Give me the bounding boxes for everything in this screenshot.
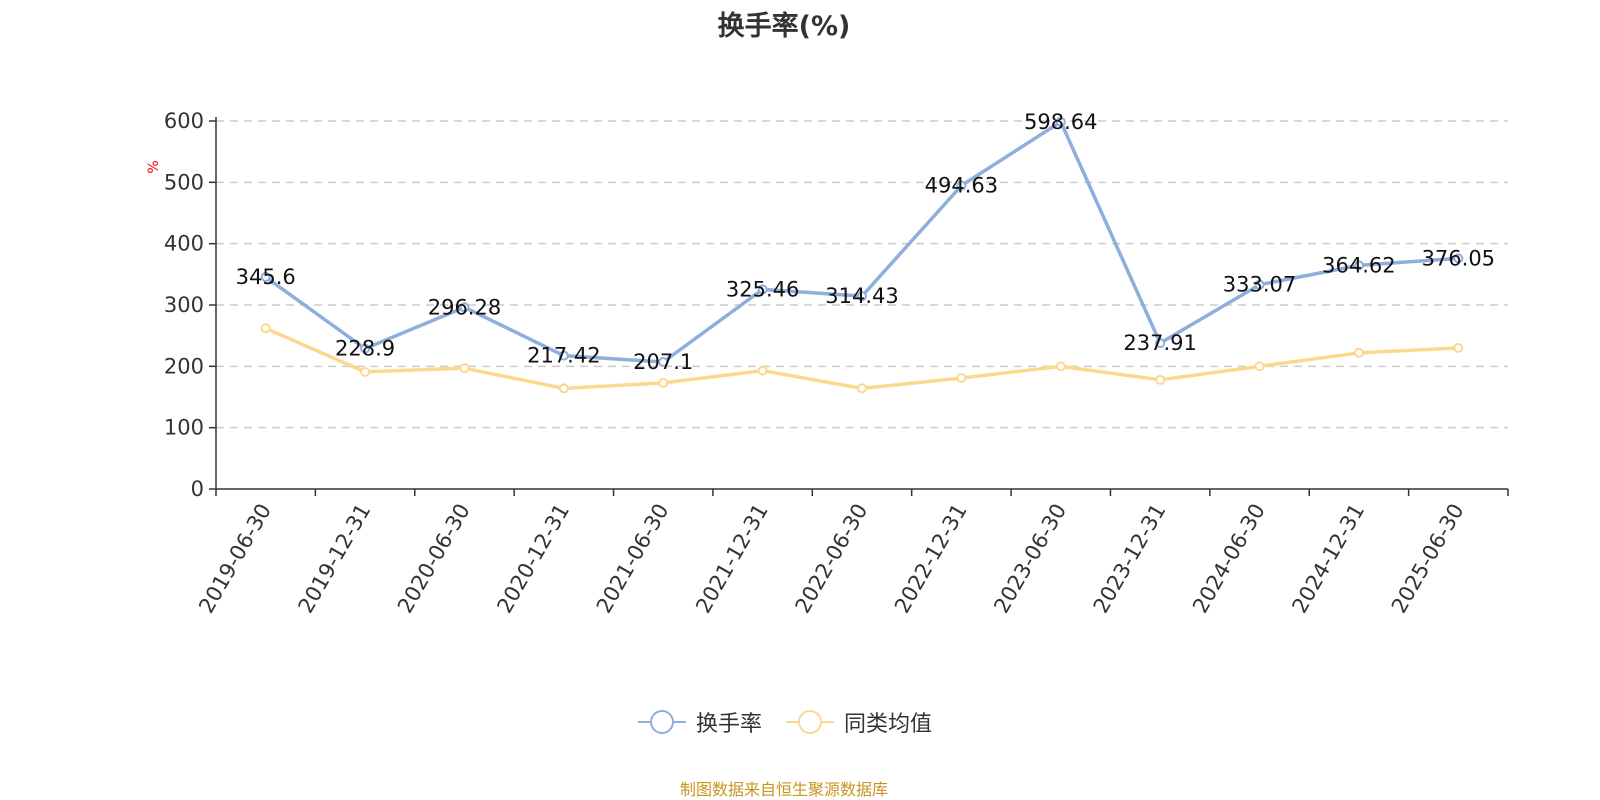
data-point [857,291,867,302]
x-tick-label: 2023-12-31 [1089,500,1171,618]
data-label: 364.62 [1322,253,1395,277]
chart-title: 换手率(%) [717,11,851,42]
data-point [1055,116,1066,127]
y-tick-label: 400 [164,232,204,256]
data-point [1155,338,1166,349]
x-tick-label: 2023-06-30 [989,500,1071,618]
data-point [260,323,271,334]
x-tick-label: 2021-06-30 [592,500,674,618]
x-tick-label: 2020-12-31 [492,500,574,618]
data-point [360,343,371,354]
data-label: 207.1 [633,350,693,374]
data-point [558,350,569,361]
series-line-1 [264,326,1459,391]
data-label: 376.05 [1422,246,1495,270]
y-tick-label: 300 [164,293,204,317]
x-tick-label: 2022-06-30 [791,500,873,618]
source-note: 制图数据来自恒生聚源数据库 [679,780,888,799]
data-point [658,377,669,388]
legend[interactable]: 换手率 同类均值 [0,706,1568,738]
data-label: 325.46 [726,277,799,301]
data-labels-layer: 345.6 228.9 296.28 217.42 207.1 325.46 314.43 4… [236,110,1495,374]
data-point [757,284,768,295]
data-label: 228.9 [335,337,395,361]
legend-marker [786,710,834,734]
legend-marker [637,710,686,734]
data-point [1254,279,1265,290]
data-point [857,383,867,394]
x-tick-label: 2020-06-30 [393,500,475,618]
x-tick-label: 2019-12-31 [294,500,376,618]
legend-label: 同类均值 [844,712,933,737]
series-layer [260,116,1464,394]
data-label: 494.63 [925,174,998,198]
data-point [658,356,669,367]
series-line-0 [264,120,1459,364]
x-tick-label: 2025-06-30 [1387,500,1469,618]
data-label: 598.64 [1024,110,1097,134]
legend-label: 换手率 [695,712,762,737]
data-label: 217.42 [527,344,600,368]
data-point [1155,374,1166,385]
y-tick-label: 500 [164,170,204,194]
x-tick-label: 2021-12-31 [691,500,773,618]
data-point [260,272,271,283]
data-point [459,302,470,313]
y-tick-label: 100 [164,416,204,440]
data-label: 296.28 [428,295,501,319]
grid-lines [216,120,1508,429]
data-label: 333.07 [1223,273,1296,297]
data-label: 345.6 [236,265,296,289]
y-axis-ticks: 0 100 200 300 400 500 600 [164,109,216,501]
legend-item-0[interactable]: 换手率 [636,706,762,738]
data-label: 237.91 [1123,331,1196,355]
data-label: 314.43 [825,284,898,308]
y-tick-label: 0 [191,477,204,501]
x-tick-label: 2022-12-31 [890,500,972,618]
data-point [956,180,967,191]
legend-item-1[interactable]: 同类均值 [784,706,932,738]
data-point [558,383,569,394]
data-point [757,365,768,376]
y-axis-unit-label: % [146,160,162,173]
data-point [1055,361,1066,372]
x-tick-label: 2024-06-30 [1188,500,1270,618]
data-point [1353,347,1364,358]
data-point [360,366,371,377]
y-tick-label: 200 [164,354,204,378]
x-tick-label: 2024-12-31 [1287,500,1369,618]
data-point [1453,342,1464,353]
data-point [1453,253,1464,264]
x-tick-label: 2019-06-30 [194,500,276,618]
x-axis-ticks: 2019-06-30 2019-12-31 2020-06-30 2020-12-31… [194,489,1509,618]
data-point [956,372,967,383]
data-point [459,363,470,374]
y-tick-label: 600 [164,109,204,133]
data-point [1254,361,1265,372]
data-point [1353,260,1364,271]
